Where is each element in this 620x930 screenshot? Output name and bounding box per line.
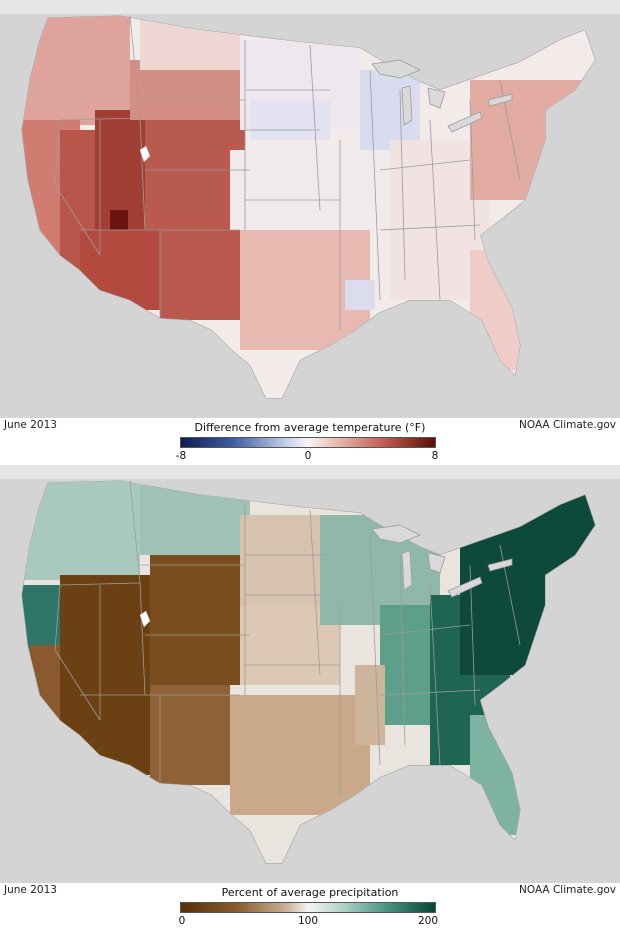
region-colorado <box>150 555 240 685</box>
temperature-panel: June 2013 NOAA Climate.gov Difference fr… <box>0 0 620 462</box>
precipitation-date-label: June 2013 <box>4 884 57 896</box>
temperature-legend-tick-min: -8 <box>175 450 187 462</box>
region-nebraska <box>250 100 330 140</box>
lake-erie <box>447 576 483 598</box>
precipitation-legend-title: Percent of average precipitation <box>221 886 399 899</box>
temperature-legend-tick-mid: 0 <box>304 450 312 462</box>
precipitation-legend-tick-min: 0 <box>178 915 186 927</box>
temperature-anomaly-map <box>0 0 620 418</box>
temperature-legend-colorbar <box>180 437 436 448</box>
temperature-legend-title: Difference from average temperature (°F) <box>194 421 426 434</box>
great-salt-lake <box>139 610 151 628</box>
region-louisiana-cool <box>345 280 375 310</box>
precipitation-map-svg <box>0 465 620 883</box>
precipitation-source-label: NOAA Climate.gov <box>519 884 616 896</box>
state-borders <box>54 15 521 330</box>
state-borders <box>54 480 521 795</box>
canada-land <box>0 0 620 14</box>
precipitation-legend-tick-max: 200 <box>417 915 439 927</box>
lake-erie <box>447 111 483 133</box>
temperature-date-label: June 2013 <box>4 419 57 431</box>
region-hotspot <box>110 210 128 230</box>
temperature-source-label: NOAA Climate.gov <box>519 419 616 431</box>
region-texas <box>230 695 370 815</box>
lake-ontario <box>487 558 513 572</box>
precipitation-legend-colorbar <box>180 902 436 913</box>
lake-michigan <box>401 85 413 126</box>
region-arkansas <box>355 665 385 745</box>
precipitation-legend-tick-mid: 100 <box>297 915 319 927</box>
great-salt-lake <box>139 145 151 163</box>
precipitation-panel: June 2013 NOAA Climate.gov Percent of av… <box>0 465 620 930</box>
lake-huron <box>427 87 446 109</box>
lake-huron <box>427 552 446 574</box>
temperature-map-svg <box>0 0 620 418</box>
region-new-mexico <box>150 685 230 785</box>
lake-ontario <box>487 93 513 107</box>
lake-superior <box>371 59 421 79</box>
precipitation-percent-map <box>0 465 620 883</box>
region-plains <box>230 150 390 230</box>
temperature-legend-tick-max: 8 <box>431 450 439 462</box>
region-new-mexico <box>160 220 250 320</box>
region-dakotas <box>240 515 320 605</box>
great-lakes <box>371 59 513 133</box>
lake-michigan <box>401 550 413 591</box>
great-lakes <box>371 524 513 598</box>
canada-land <box>0 465 620 479</box>
lake-superior <box>371 524 421 544</box>
